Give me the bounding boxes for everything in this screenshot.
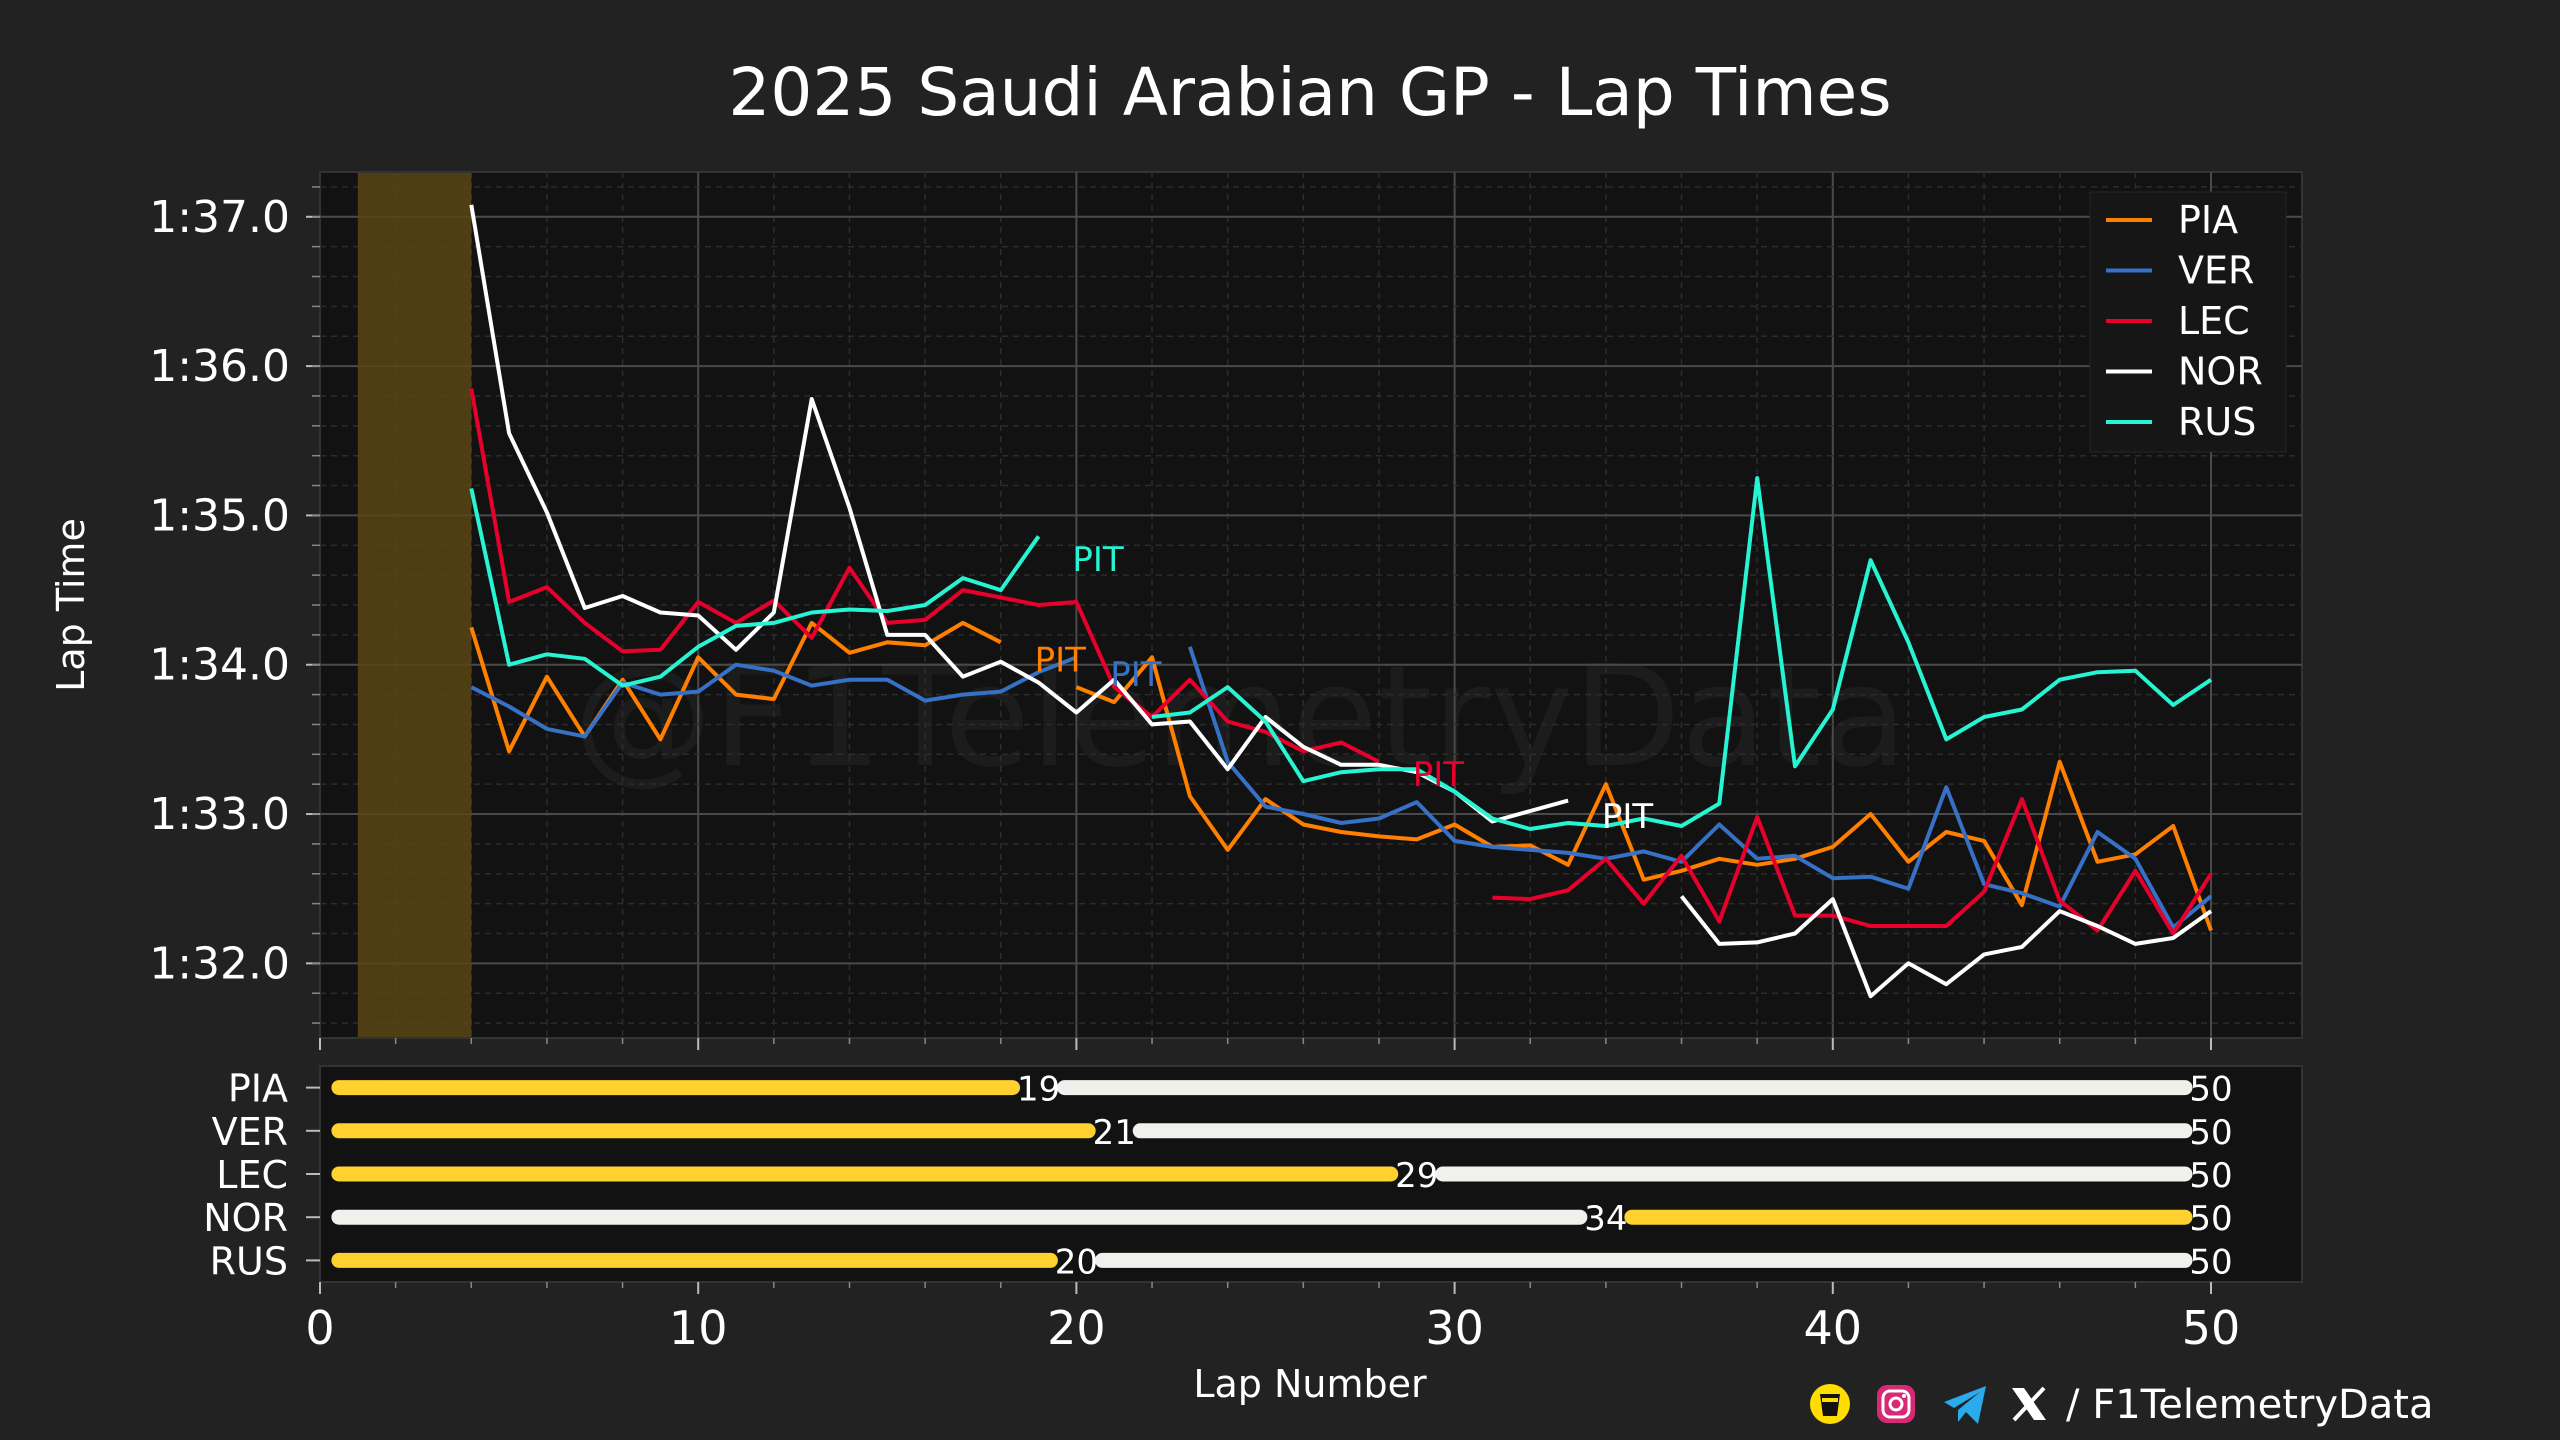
stint-end-label: 21: [1093, 1113, 1136, 1153]
series-line-rus: [469, 488, 1041, 688]
legend: PIA VER LEC NOR RUS: [2089, 191, 2287, 453]
legend-label-ver: VER: [2178, 249, 2254, 293]
x-tick-label: 40: [1804, 1301, 1863, 1355]
stint-driver-label: LEC: [216, 1153, 288, 1197]
y-axis-label: Lap Time: [49, 518, 93, 692]
series-line-nor: [1679, 894, 2213, 999]
series-line-pia: [469, 620, 1002, 754]
buymeacoffee-icon[interactable]: [1810, 1384, 1850, 1424]
series-line-ver: [1188, 646, 2213, 930]
legend-label-nor: NOR: [2178, 350, 2263, 394]
watermark: @F1TelemetryData: [573, 636, 1908, 799]
stint-driver-label: VER: [212, 1110, 288, 1154]
series-line-pia: [1075, 655, 2213, 932]
lap-time-axes: @F1TelemetryData PIT PIT PIT PIT PIT 1:32.0 1…: [149, 171, 2303, 1039]
footer: / F1TelemetryData: [1810, 1382, 2434, 1428]
y-tick-label: 1:32.0: [149, 938, 290, 989]
footer-handle: / F1TelemetryData: [2066, 1382, 2434, 1428]
safety-car-band: [357, 173, 472, 1037]
x-tick-label: 10: [669, 1301, 728, 1355]
series-line-nor: [469, 204, 1569, 824]
x-tick-label: 20: [1047, 1301, 1106, 1355]
series-line-rus: [1151, 476, 2213, 831]
legend-label-pia: PIA: [2178, 198, 2238, 242]
y-tick-label: 1:34.0: [149, 640, 290, 691]
y-tick-label: 1:36.0: [149, 341, 290, 392]
stint-end-label: 50: [2189, 1156, 2232, 1196]
y-tick-label: 1:33.0: [149, 789, 290, 840]
stint-end-label: 50: [2189, 1113, 2232, 1153]
stint-driver-label: NOR: [203, 1196, 288, 1240]
chart-title: 2025 Saudi Arabian GP - Lap Times: [728, 54, 1891, 131]
stint-end-label: 50: [2189, 1070, 2232, 1110]
y-tick-label: 1:35.0: [149, 490, 290, 541]
x-tick-label: 30: [1425, 1301, 1484, 1355]
series-line-lec: [469, 388, 1380, 764]
pit-label-ver: PIT: [1110, 655, 1162, 695]
legend-label-lec: LEC: [2178, 299, 2250, 343]
stint-end-label: 29: [1395, 1156, 1438, 1196]
stint-end-label: 20: [1055, 1242, 1098, 1282]
tyre-stint-axes: PIA 19 50 VER 21 50 LEC 29 50 NOR 34 50 RUS 20 50: [203, 1065, 2303, 1283]
series-line-ver: [470, 655, 1078, 739]
instagram-icon[interactable]: [1877, 1385, 1915, 1423]
stint-end-label: 50: [2189, 1199, 2232, 1239]
pit-label-rus: PIT: [1072, 540, 1124, 580]
pit-label-pia: PIT: [1035, 640, 1087, 680]
telegram-icon[interactable]: [1944, 1386, 1986, 1424]
x-tick-label: 50: [2182, 1301, 2241, 1355]
stint-driver-label: PIA: [228, 1067, 288, 1111]
x-icon[interactable]: [2012, 1386, 2046, 1422]
x-tick-label: 0: [305, 1301, 334, 1355]
stint-end-label: 34: [1584, 1199, 1627, 1239]
pit-label-lec: PIT: [1413, 755, 1465, 795]
stint-end-label: 19: [1017, 1070, 1060, 1110]
stint-end-label: 50: [2189, 1242, 2232, 1282]
x-axis-label: Lap Number: [1193, 1362, 1427, 1406]
stint-driver-label: RUS: [210, 1239, 288, 1283]
y-tick-label: 1:37.0: [149, 192, 290, 243]
legend-label-rus: RUS: [2178, 400, 2256, 444]
pit-label-nor: PIT: [1602, 797, 1654, 837]
